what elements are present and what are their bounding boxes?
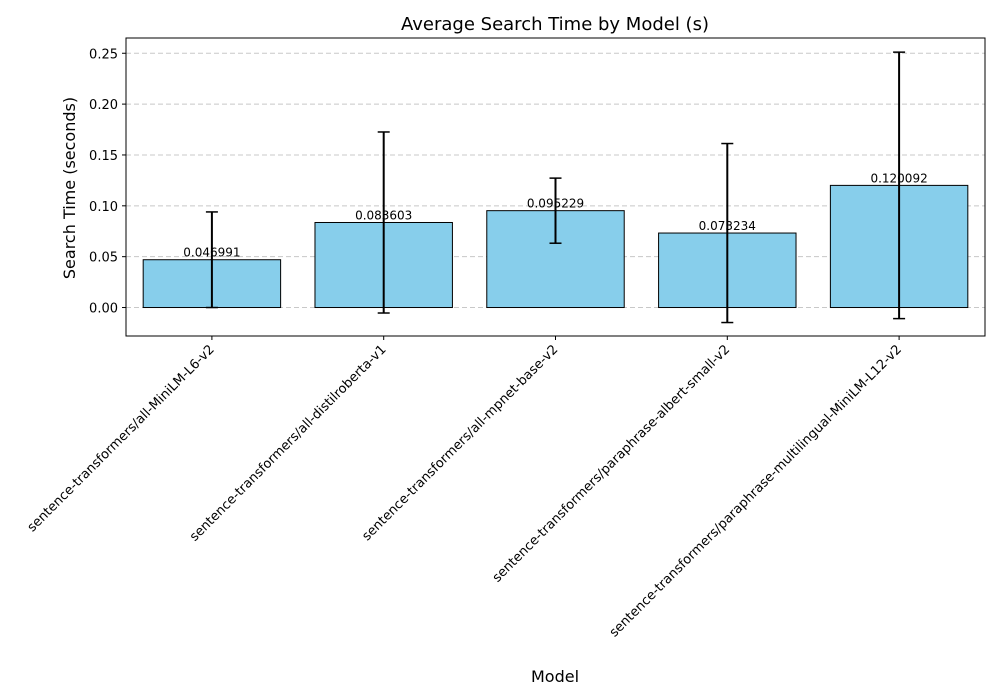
y-axis-label: Search Time (seconds) xyxy=(60,97,79,279)
bar-value-label: 0.095229 xyxy=(527,197,584,211)
bar-value-label: 0.073234 xyxy=(699,219,756,233)
y-tick-label: 0.25 xyxy=(89,47,118,62)
y-tick-label: 0.05 xyxy=(89,251,118,266)
y-axis: 0.00 0.05 0.10 0.15 0.20 0.25 xyxy=(89,47,126,317)
value-labels: 0.046991 0.083603 0.095229 0.073234 0.120092 xyxy=(183,171,927,259)
bar-value-label: 0.120092 xyxy=(870,171,927,185)
y-tick-label: 0.00 xyxy=(89,302,118,317)
error-bars xyxy=(205,51,906,324)
bar-value-label: 0.083603 xyxy=(355,208,412,222)
bar-value-label: 0.046991 xyxy=(183,246,240,260)
y-tick-label: 0.10 xyxy=(89,200,118,215)
y-tick-label: 0.20 xyxy=(89,98,118,113)
x-axis-label: Model xyxy=(531,667,579,686)
chart-title: Average Search Time by Model (s) xyxy=(401,14,709,35)
y-tick-label: 0.15 xyxy=(89,149,118,164)
